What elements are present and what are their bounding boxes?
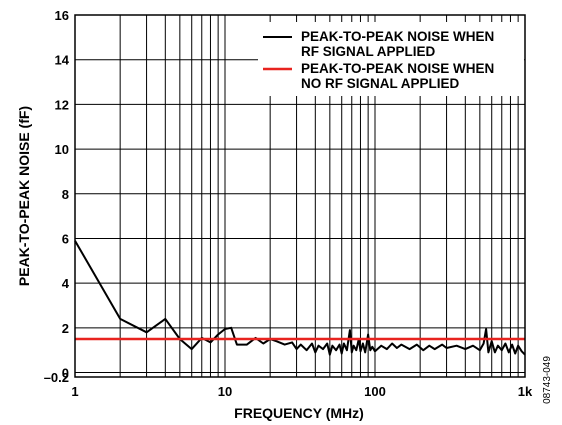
y-tick-label: 6: [62, 231, 69, 246]
series-layer: [74, 240, 526, 356]
y-tick-label: 14: [55, 53, 70, 68]
axes-layer: 16 14 12 10 8 6 4 2 0–0.21 10 100 1k: [44, 8, 533, 399]
legend-box: [258, 22, 524, 96]
y-tick-label: 8: [62, 187, 69, 202]
y-tick-label: 12: [55, 97, 69, 112]
series-line-rf-applied: [74, 240, 526, 356]
y-tick-label: 2: [62, 321, 69, 336]
y-tick-label: –0.2: [44, 370, 69, 385]
y-axis-title: PEAK-TO-PEAK NOISE (fF): [16, 106, 32, 286]
legend-label: PEAK-TO-PEAK NOISE WHEN: [301, 61, 494, 76]
legend-label: NO RF SIGNAL APPLIED: [301, 76, 460, 91]
x-tick-label: 1k: [518, 384, 533, 399]
y-tick-label: 4: [62, 276, 70, 291]
plot-frame: [74, 14, 526, 378]
x-tick-label: 100: [364, 384, 386, 399]
legend-label: PEAK-TO-PEAK NOISE WHEN: [301, 29, 494, 44]
x-tick-label: 10: [218, 384, 232, 399]
x-axis-title: FREQUENCY (MHz): [234, 405, 364, 421]
legend-label: RF SIGNAL APPLIED: [301, 44, 436, 59]
y-tick-label: 0: [62, 366, 69, 381]
figure-id: 08743-049: [542, 356, 553, 404]
x-tick-label: 1: [71, 384, 78, 399]
y-tick-label: 16: [55, 8, 69, 23]
y-tick-label: 10: [55, 142, 69, 157]
